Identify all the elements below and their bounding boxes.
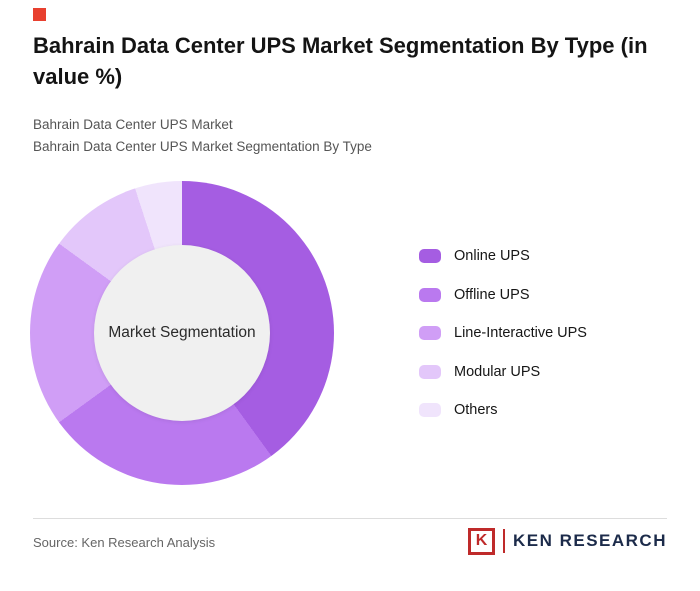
donut-center: Market Segmentation xyxy=(94,245,270,421)
legend-item: Offline UPS xyxy=(419,286,587,304)
legend-label: Others xyxy=(454,402,498,418)
chart-legend: Online UPS Offline UPS Line-Interactive … xyxy=(419,247,587,440)
legend-swatch xyxy=(419,403,441,417)
legend-label: Online UPS xyxy=(454,248,530,264)
chart-subtitle-line1: Bahrain Data Center UPS Market xyxy=(33,117,233,132)
legend-item: Online UPS xyxy=(419,247,587,265)
legend-swatch xyxy=(419,326,441,340)
chart-subtitles: Bahrain Data Center UPS Market Bahrain D… xyxy=(33,114,372,157)
logo-divider-bar xyxy=(502,529,505,553)
donut-chart: Market Segmentation xyxy=(30,181,334,485)
legend-item: Line-Interactive UPS xyxy=(419,324,587,342)
legend-item: Others xyxy=(419,401,587,419)
logo-text: KEN RESEARCH xyxy=(512,531,667,550)
legend-swatch xyxy=(419,249,441,263)
footer-divider xyxy=(33,518,667,519)
donut-center-label: Market Segmentation xyxy=(108,324,256,341)
legend-swatch xyxy=(419,287,441,302)
brand-corner-square xyxy=(33,8,46,21)
logo-letter: K xyxy=(475,532,488,549)
ken-research-logo: K KEN RESEARCH xyxy=(467,526,667,556)
legend-item: Modular UPS xyxy=(419,363,587,381)
ken-research-k-icon: K xyxy=(467,527,495,555)
legend-swatch xyxy=(419,364,441,379)
source-text: Source: Ken Research Analysis xyxy=(33,535,216,550)
legend-label: Line-Interactive UPS xyxy=(454,325,587,341)
legend-label: Modular UPS xyxy=(454,363,541,380)
legend-label: Offline UPS xyxy=(454,286,530,303)
chart-subtitle-line2: Bahrain Data Center UPS Market Segmentat… xyxy=(33,138,372,154)
page-title: Bahrain Data Center UPS Market Segmentat… xyxy=(33,33,648,90)
